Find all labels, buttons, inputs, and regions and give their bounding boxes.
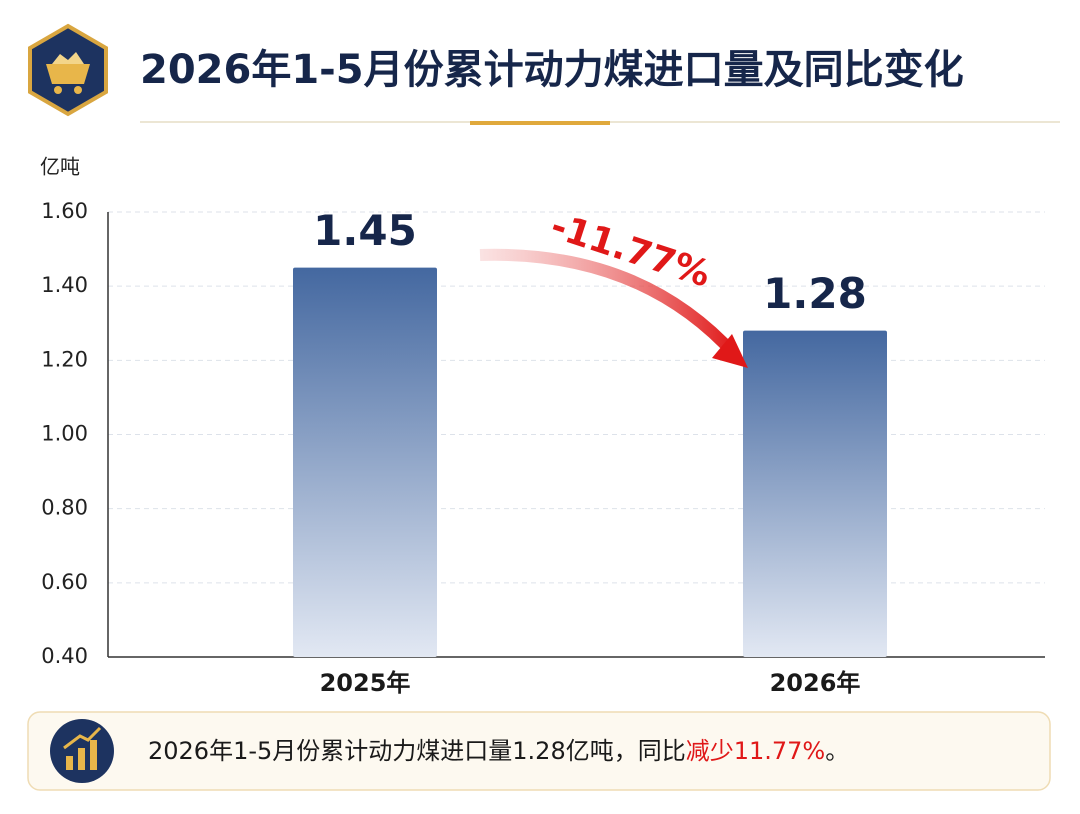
value-label: 1.28 bbox=[763, 269, 867, 318]
value-label: 1.45 bbox=[313, 206, 417, 255]
y-tick-label: 0.60 bbox=[41, 570, 88, 594]
change-arrow bbox=[479, 248, 740, 360]
y-tick-label: 1.00 bbox=[41, 422, 88, 446]
note-highlight: 减少11.77% bbox=[686, 737, 826, 765]
header-icon bbox=[28, 23, 108, 117]
bar bbox=[743, 330, 887, 657]
y-axis-label: 亿吨 bbox=[40, 155, 80, 179]
y-tick-label: 0.40 bbox=[41, 644, 88, 668]
y-tick-label: 1.40 bbox=[41, 273, 88, 297]
y-tick-label: 1.60 bbox=[41, 199, 88, 223]
note-text: 2026年1-5月份累计动力煤进口量1.28亿吨，同比减少11.77%。 bbox=[148, 737, 849, 765]
note-part: 2026年1-5月份累计动力煤进口量1.28亿吨，同比 bbox=[148, 737, 686, 765]
chart-title: 2026年1-5月份累计动力煤进口量及同比变化 bbox=[140, 47, 964, 93]
arrow-head bbox=[712, 334, 748, 368]
y-tick-label: 0.80 bbox=[41, 496, 88, 520]
note-box bbox=[27, 711, 1051, 791]
bar bbox=[293, 267, 437, 657]
x-tick-label: 2025年 bbox=[320, 669, 411, 697]
plot-area: 0.40 0.60 0.80 1.00 1.20 1.40 1.60 2025年 1.45 202… bbox=[41, 199, 1045, 697]
note-part: 。 bbox=[825, 737, 849, 765]
y-tick-label: 1.20 bbox=[41, 347, 88, 371]
note-icon bbox=[50, 719, 114, 783]
x-tick-label: 2026年 bbox=[770, 669, 861, 697]
